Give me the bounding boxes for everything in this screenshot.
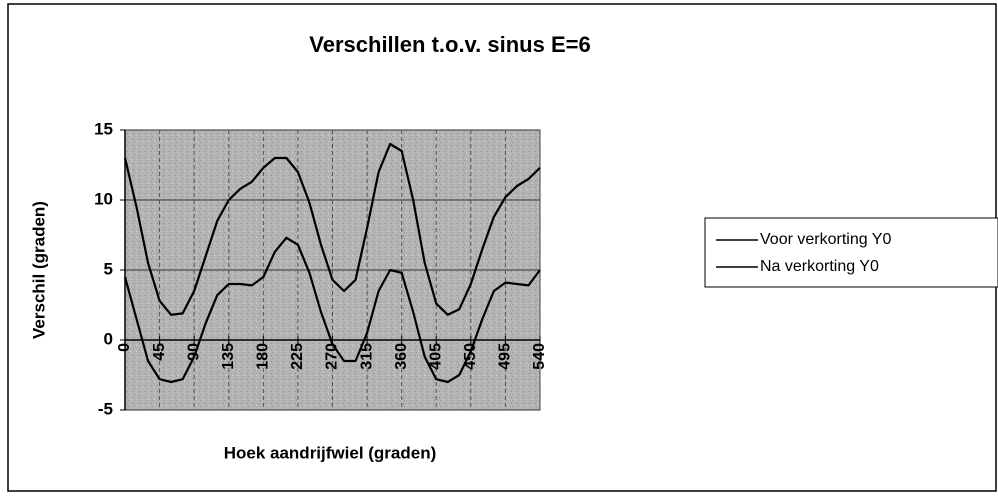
x-tick-label: 315 <box>358 343 375 370</box>
legend-label: Na verkorting Y0 <box>760 258 879 275</box>
x-tick-label: 225 <box>289 343 306 370</box>
x-axis-label: Hoek aandrijfwiel (graden) <box>224 443 437 462</box>
x-tick-label: 360 <box>393 343 410 370</box>
x-tick-label: 405 <box>427 343 444 370</box>
x-tick-label: 270 <box>324 343 341 370</box>
x-tick-label: 180 <box>255 343 272 370</box>
x-tick-label: 135 <box>220 343 237 370</box>
x-tick-label: 540 <box>531 343 548 370</box>
x-tick-label: 45 <box>151 343 168 361</box>
chart-title: Verschillen t.o.v. sinus E=6 <box>309 32 590 57</box>
y-tick-label: 15 <box>94 119 113 138</box>
y-tick-label: 5 <box>104 259 113 278</box>
series-line <box>123 236 541 384</box>
y-axis-label: Verschil (graden) <box>29 201 48 339</box>
series-line <box>123 142 541 316</box>
x-tick-label: 495 <box>497 343 514 370</box>
legend <box>704 217 998 288</box>
y-tick-label: -5 <box>98 399 113 418</box>
y-tick-label: 0 <box>104 329 113 348</box>
y-tick-label: 10 <box>94 189 113 208</box>
legend-label: Voor verkorting Y0 <box>760 231 891 248</box>
